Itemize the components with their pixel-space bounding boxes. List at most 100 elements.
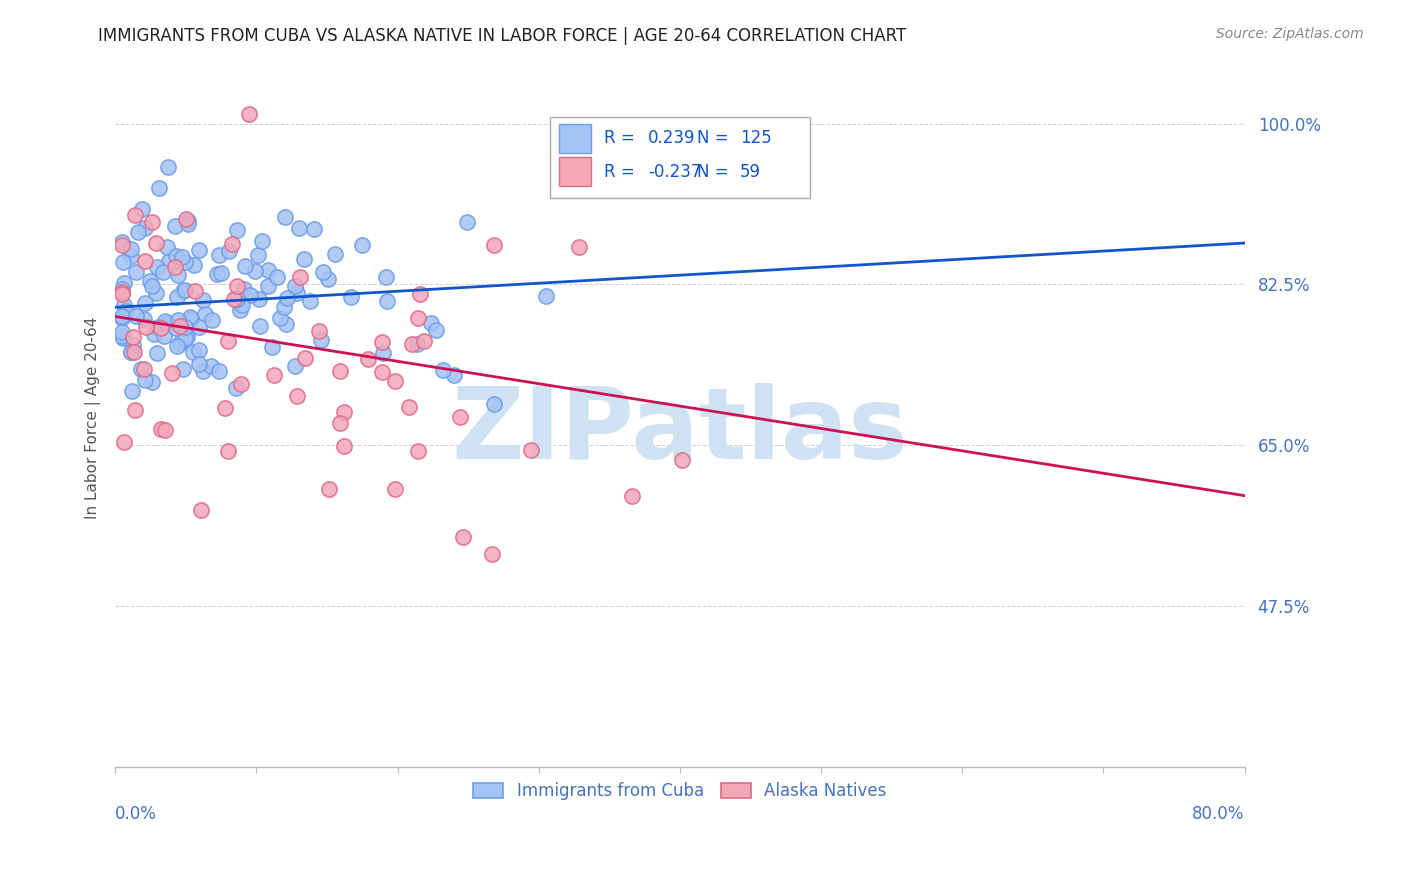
FancyBboxPatch shape [550, 118, 810, 198]
Point [166, 290, 188, 304]
Point [112, 434, 135, 449]
Point [142, 326, 165, 341]
Point [443, 368, 465, 383]
Point [193, 293, 215, 308]
Point [180, 312, 202, 326]
Point [323, 247, 346, 261]
Point [568, 239, 591, 253]
Point [409, 287, 432, 301]
Point [413, 334, 436, 349]
Text: 0.239: 0.239 [648, 129, 696, 147]
Point [375, 293, 398, 308]
Point [179, 310, 201, 325]
Point [207, 364, 229, 378]
Point [274, 210, 297, 224]
Point [122, 345, 145, 359]
Point [111, 331, 134, 345]
Point [141, 375, 163, 389]
Text: R =: R = [605, 163, 640, 181]
Point [371, 346, 394, 360]
Point [169, 319, 191, 334]
Point [408, 311, 430, 326]
Point [233, 259, 256, 273]
Point [169, 335, 191, 350]
Point [134, 372, 156, 386]
Point [221, 236, 243, 251]
Point [183, 258, 205, 272]
Point [482, 397, 505, 411]
Point [432, 362, 454, 376]
Point [398, 401, 420, 415]
Text: Source: ZipAtlas.com: Source: ZipAtlas.com [1216, 27, 1364, 41]
Text: R =: R = [605, 129, 640, 147]
Point [482, 238, 505, 252]
Point [225, 293, 247, 307]
Text: N =: N = [697, 163, 734, 181]
Text: IMMIGRANTS FROM CUBA VS ALASKA NATIVE IN LABOR FORCE | AGE 20-64 CORRELATION CHA: IMMIGRANTS FROM CUBA VS ALASKA NATIVE IN… [98, 27, 907, 45]
Point [225, 223, 247, 237]
Point [183, 345, 205, 359]
Point [246, 247, 269, 261]
Point [375, 269, 398, 284]
Point [285, 285, 308, 300]
Point [214, 401, 236, 416]
Point [671, 453, 693, 467]
Point [333, 405, 356, 419]
Point [285, 389, 308, 403]
Point [153, 314, 176, 328]
Point [141, 279, 163, 293]
Point [257, 278, 280, 293]
Point [247, 292, 270, 306]
Point [111, 309, 134, 323]
Point [177, 214, 200, 228]
Point [621, 489, 644, 503]
Point [308, 324, 330, 338]
Point [384, 374, 406, 388]
Point [276, 291, 298, 305]
Point [290, 269, 312, 284]
Point [172, 285, 194, 299]
Point [127, 225, 149, 239]
Point [350, 238, 373, 252]
Text: ZIPatlas: ZIPatlas [451, 383, 908, 480]
Point [155, 423, 177, 437]
Point [243, 264, 266, 278]
Point [357, 352, 380, 367]
Point [224, 292, 246, 306]
Point [191, 364, 214, 378]
Point [205, 267, 228, 281]
Text: 0.0%: 0.0% [115, 805, 157, 823]
Point [266, 270, 288, 285]
Point [231, 298, 253, 312]
Y-axis label: In Labor Force | Age 20-64: In Labor Force | Age 20-64 [86, 317, 101, 519]
Bar [560, 157, 591, 186]
Point [120, 345, 142, 359]
Point [449, 410, 471, 425]
Point [238, 107, 260, 121]
Point [152, 265, 174, 279]
Point [333, 439, 356, 453]
Point [208, 248, 231, 262]
Point [273, 300, 295, 314]
Point [173, 255, 195, 269]
Point [157, 253, 180, 268]
Point [260, 340, 283, 354]
Point [111, 286, 134, 301]
Point [316, 272, 339, 286]
Point [132, 312, 155, 326]
Point [165, 219, 187, 233]
Point [406, 443, 429, 458]
Point [124, 265, 146, 279]
Point [312, 265, 335, 279]
Point [252, 234, 274, 248]
Point [135, 319, 157, 334]
Point [156, 160, 179, 174]
Point [165, 249, 187, 263]
Point [148, 181, 170, 195]
Point [177, 217, 200, 231]
Point [456, 215, 478, 229]
Point [111, 310, 134, 325]
Point [187, 343, 209, 357]
Point [256, 263, 278, 277]
Point [111, 282, 134, 296]
